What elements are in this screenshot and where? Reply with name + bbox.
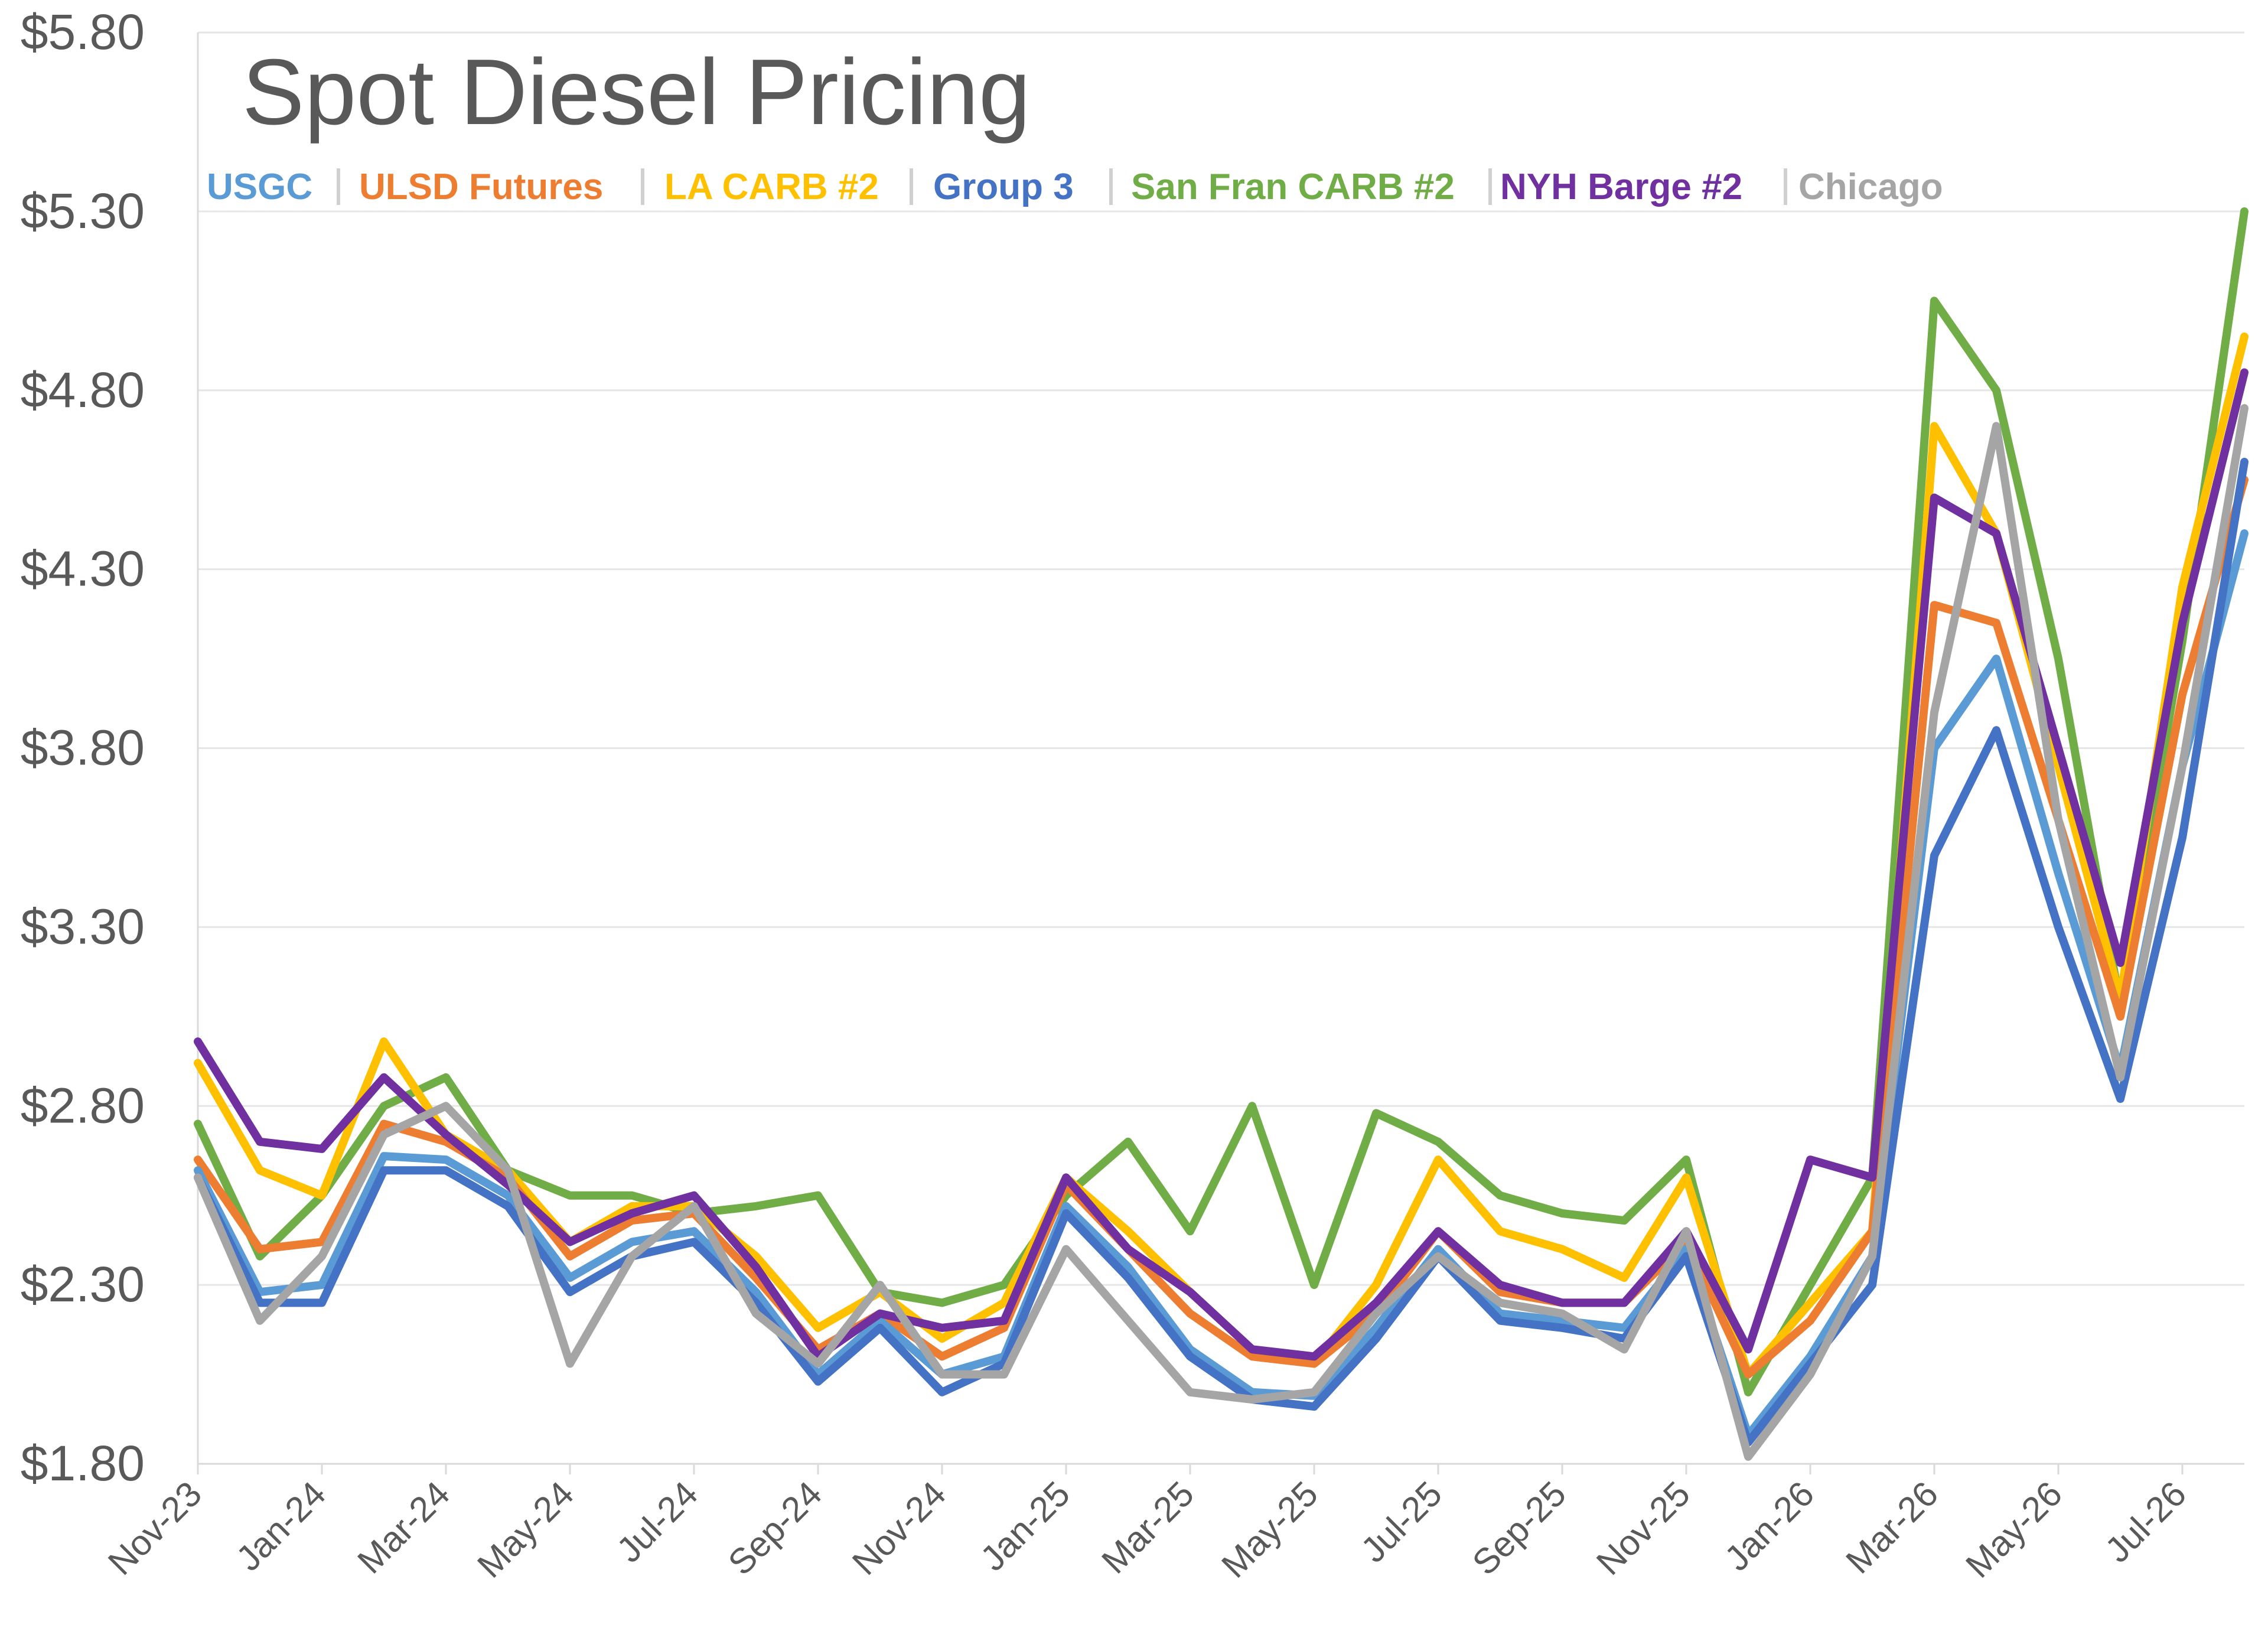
y-tick-label: $2.30 [21, 1256, 145, 1312]
x-tick-label: Mar-26 [1838, 1474, 1946, 1581]
legend-entry: NYH Barge #2 [1500, 167, 1742, 207]
series-line-group-3 [194, 457, 2249, 1447]
x-tick-label: Sep-24 [721, 1474, 829, 1583]
legend-separator [1488, 168, 1492, 205]
y-tick-label: $2.80 [21, 1077, 145, 1133]
y-axis-ticks: $1.80 $2.30 $2.80 $3.30 $3.80 $4.30 $4.80 $5.30… [21, 4, 145, 1491]
gridlines [198, 31, 2244, 1465]
x-tick-label: May-26 [1958, 1474, 2070, 1586]
x-axis-ticks: Nov-23 Jan-24 Mar-24 May-24 Jul-24 Sep-24 Nov-… [100, 1464, 2194, 1586]
y-tick-label: $5.80 [21, 4, 145, 60]
series-line-usgc [194, 529, 2249, 1440]
legend-separator [641, 168, 644, 205]
y-tick-label: $3.80 [21, 720, 145, 776]
legend: USGC ULSD Futures LA CARB #2 Group 3 San Fra… [207, 167, 1943, 207]
y-tick-label: $4.80 [21, 362, 145, 418]
x-tick-label: Sep-25 [1465, 1474, 1573, 1583]
x-tick-label: Nov-25 [1589, 1474, 1697, 1583]
series-line-san-fran-carb-2 [194, 207, 2249, 1396]
legend-separator [910, 168, 913, 205]
legend-separator [1109, 168, 1113, 205]
x-tick-label: Jul-25 [1353, 1474, 1449, 1570]
y-tick-label: $3.30 [21, 898, 145, 954]
legend-separator [337, 168, 340, 205]
series-line-chicago [194, 404, 2249, 1461]
series-line-nyh-barge-2 [194, 368, 2249, 1361]
x-tick-label: Jan-25 [973, 1474, 1077, 1578]
legend-entry: LA CARB #2 [664, 167, 879, 207]
x-tick-label: Jul-24 [609, 1474, 705, 1570]
series-lines [194, 207, 2249, 1461]
x-tick-label: Jul-26 [2097, 1474, 2194, 1570]
x-tick-label: Mar-24 [350, 1474, 457, 1581]
legend-separator [1784, 168, 1787, 205]
x-tick-label: Jan-26 [1717, 1474, 1821, 1578]
x-tick-label: Nov-24 [845, 1474, 953, 1583]
x-tick-label: May-24 [470, 1474, 581, 1586]
legend-entry: Chicago [1798, 167, 1943, 207]
x-tick-label: Mar-25 [1094, 1474, 1201, 1581]
legend-entry: Group 3 [933, 167, 1074, 207]
x-tick-label: Jan-24 [229, 1474, 333, 1578]
y-tick-label: $4.30 [21, 541, 145, 597]
legend-entry: San Fran CARB #2 [1131, 167, 1455, 207]
legend-entry: ULSD Futures [359, 167, 603, 207]
x-tick-label: May-25 [1214, 1474, 1325, 1586]
chart-title: Spot Diesel Pricing [242, 40, 1031, 144]
legend-entry: USGC [207, 167, 312, 207]
y-tick-label: $5.30 [21, 183, 145, 239]
y-tick-label: $1.80 [21, 1435, 145, 1491]
